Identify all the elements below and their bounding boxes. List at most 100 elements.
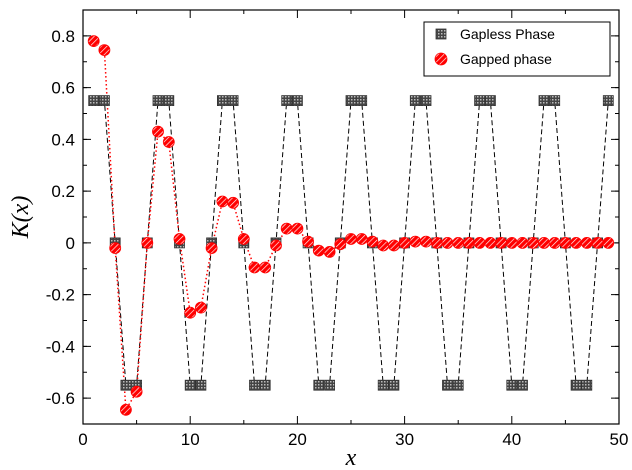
y-tick-label: -0.2 [46,286,75,305]
y-tick-label: 0.8 [51,27,75,46]
gapped-point [248,261,261,274]
y-axis-title: K(x) [8,196,34,240]
gapped-point [409,235,422,248]
gapless-point [377,379,389,391]
gapped-point [280,222,293,235]
gapless-point [88,95,100,106]
gapped-point [194,301,207,314]
gapped-point [516,236,529,249]
gapped-point [162,136,175,148]
gapless-point [195,379,207,391]
gapless-point [549,95,561,106]
y-tick-label: 0.4 [51,130,75,149]
gapped-point [216,195,229,208]
gapped-point [173,233,186,245]
gapless-point [259,379,271,391]
gapless-point [388,379,400,391]
legend-marker-gapped [434,52,448,66]
gapped-point [291,222,304,235]
gapless-point [281,95,293,106]
gapped-point [355,233,368,245]
gapless-point [506,379,518,391]
gapped-point [398,236,411,249]
gapless-point [517,379,528,391]
gapped-point [312,244,325,257]
y-tick-label: 0.2 [51,182,75,201]
x-tick-label: 30 [395,430,414,449]
legend-box [423,21,611,77]
gapless-point [356,95,368,106]
gapped-point [538,236,550,249]
gapless-point [345,95,357,106]
x-tick-label: 40 [502,430,521,449]
gapped-point [130,385,143,398]
gapped-point [484,236,497,249]
y-tick-label: 0 [66,234,75,253]
gapless-point [216,95,228,106]
gapless-point [152,95,164,106]
y-tick-label: 0.6 [51,79,75,98]
gapless-point [570,379,582,391]
gapped-point [323,245,336,258]
y-tick-label: -0.4 [46,337,75,356]
x-tick-label: 0 [78,430,87,449]
gapped-point [473,236,486,249]
gapped-point [302,235,315,248]
gapped-point [580,236,593,249]
gapless-point [474,95,486,106]
gapped-point [559,236,572,249]
y-tick-label: -0.6 [46,389,75,408]
gapless-point [163,95,175,106]
x-tick-label: 20 [288,430,307,449]
gapped-point [570,236,582,249]
y-axis-ticks: -0.6 -0.4 -0.2 0 0.2 0.4 0.6 0.8 [46,9,619,425]
gapless-point [581,379,593,391]
legend: Gapless Phase Gapped phase [423,21,611,77]
gapped-point [591,236,604,249]
gapped-point [345,233,357,245]
gapped-point [441,236,454,249]
gapped-point [366,235,379,248]
gapped-point [495,236,508,249]
gapped-point [152,125,164,138]
gapped-point [259,261,272,274]
gapless-point [291,95,303,106]
gapped-point [184,306,197,319]
gapless-point [324,379,336,391]
legend-marker-gapless [435,28,447,40]
gapless-point [99,95,110,106]
gapped-point [205,242,218,255]
gapped-point [377,239,390,252]
gapless-point [452,379,464,391]
x-axis-title: x [345,445,357,470]
x-axis-ticks: 0 10 20 30 40 50 [78,10,628,449]
gapped-point [98,44,111,56]
x-tick-label: 50 [610,430,629,449]
gapless-point [420,95,432,106]
gapped-point [420,235,432,248]
gapless-point [602,95,614,106]
series-markers [87,35,615,416]
gapped-point [237,233,250,245]
gapped-point [430,236,443,249]
gapped-point [387,239,400,252]
gapped-point [141,236,154,249]
gapped-point [505,236,518,249]
gapless-point [313,379,325,391]
gapped-point [87,35,100,47]
gapped-point [109,242,122,255]
gapped-point [462,236,475,249]
gapped-point [227,196,240,209]
gapless-point [409,95,421,106]
gapped-point [452,236,465,249]
gapless-point [538,95,550,106]
gapped-point [527,236,540,249]
gapped-point [120,403,132,416]
gapped-point [270,239,282,252]
gapless-point [184,379,196,391]
x-tick-label: 10 [181,430,200,449]
gapless-point [249,379,260,391]
gapless-point [484,95,496,106]
gapless-point [120,379,132,391]
legend-label-gapless: Gapless Phase [460,26,555,42]
